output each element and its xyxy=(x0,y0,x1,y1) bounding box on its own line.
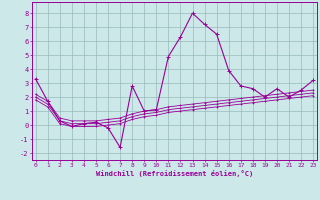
X-axis label: Windchill (Refroidissement éolien,°C): Windchill (Refroidissement éolien,°C) xyxy=(96,170,253,177)
